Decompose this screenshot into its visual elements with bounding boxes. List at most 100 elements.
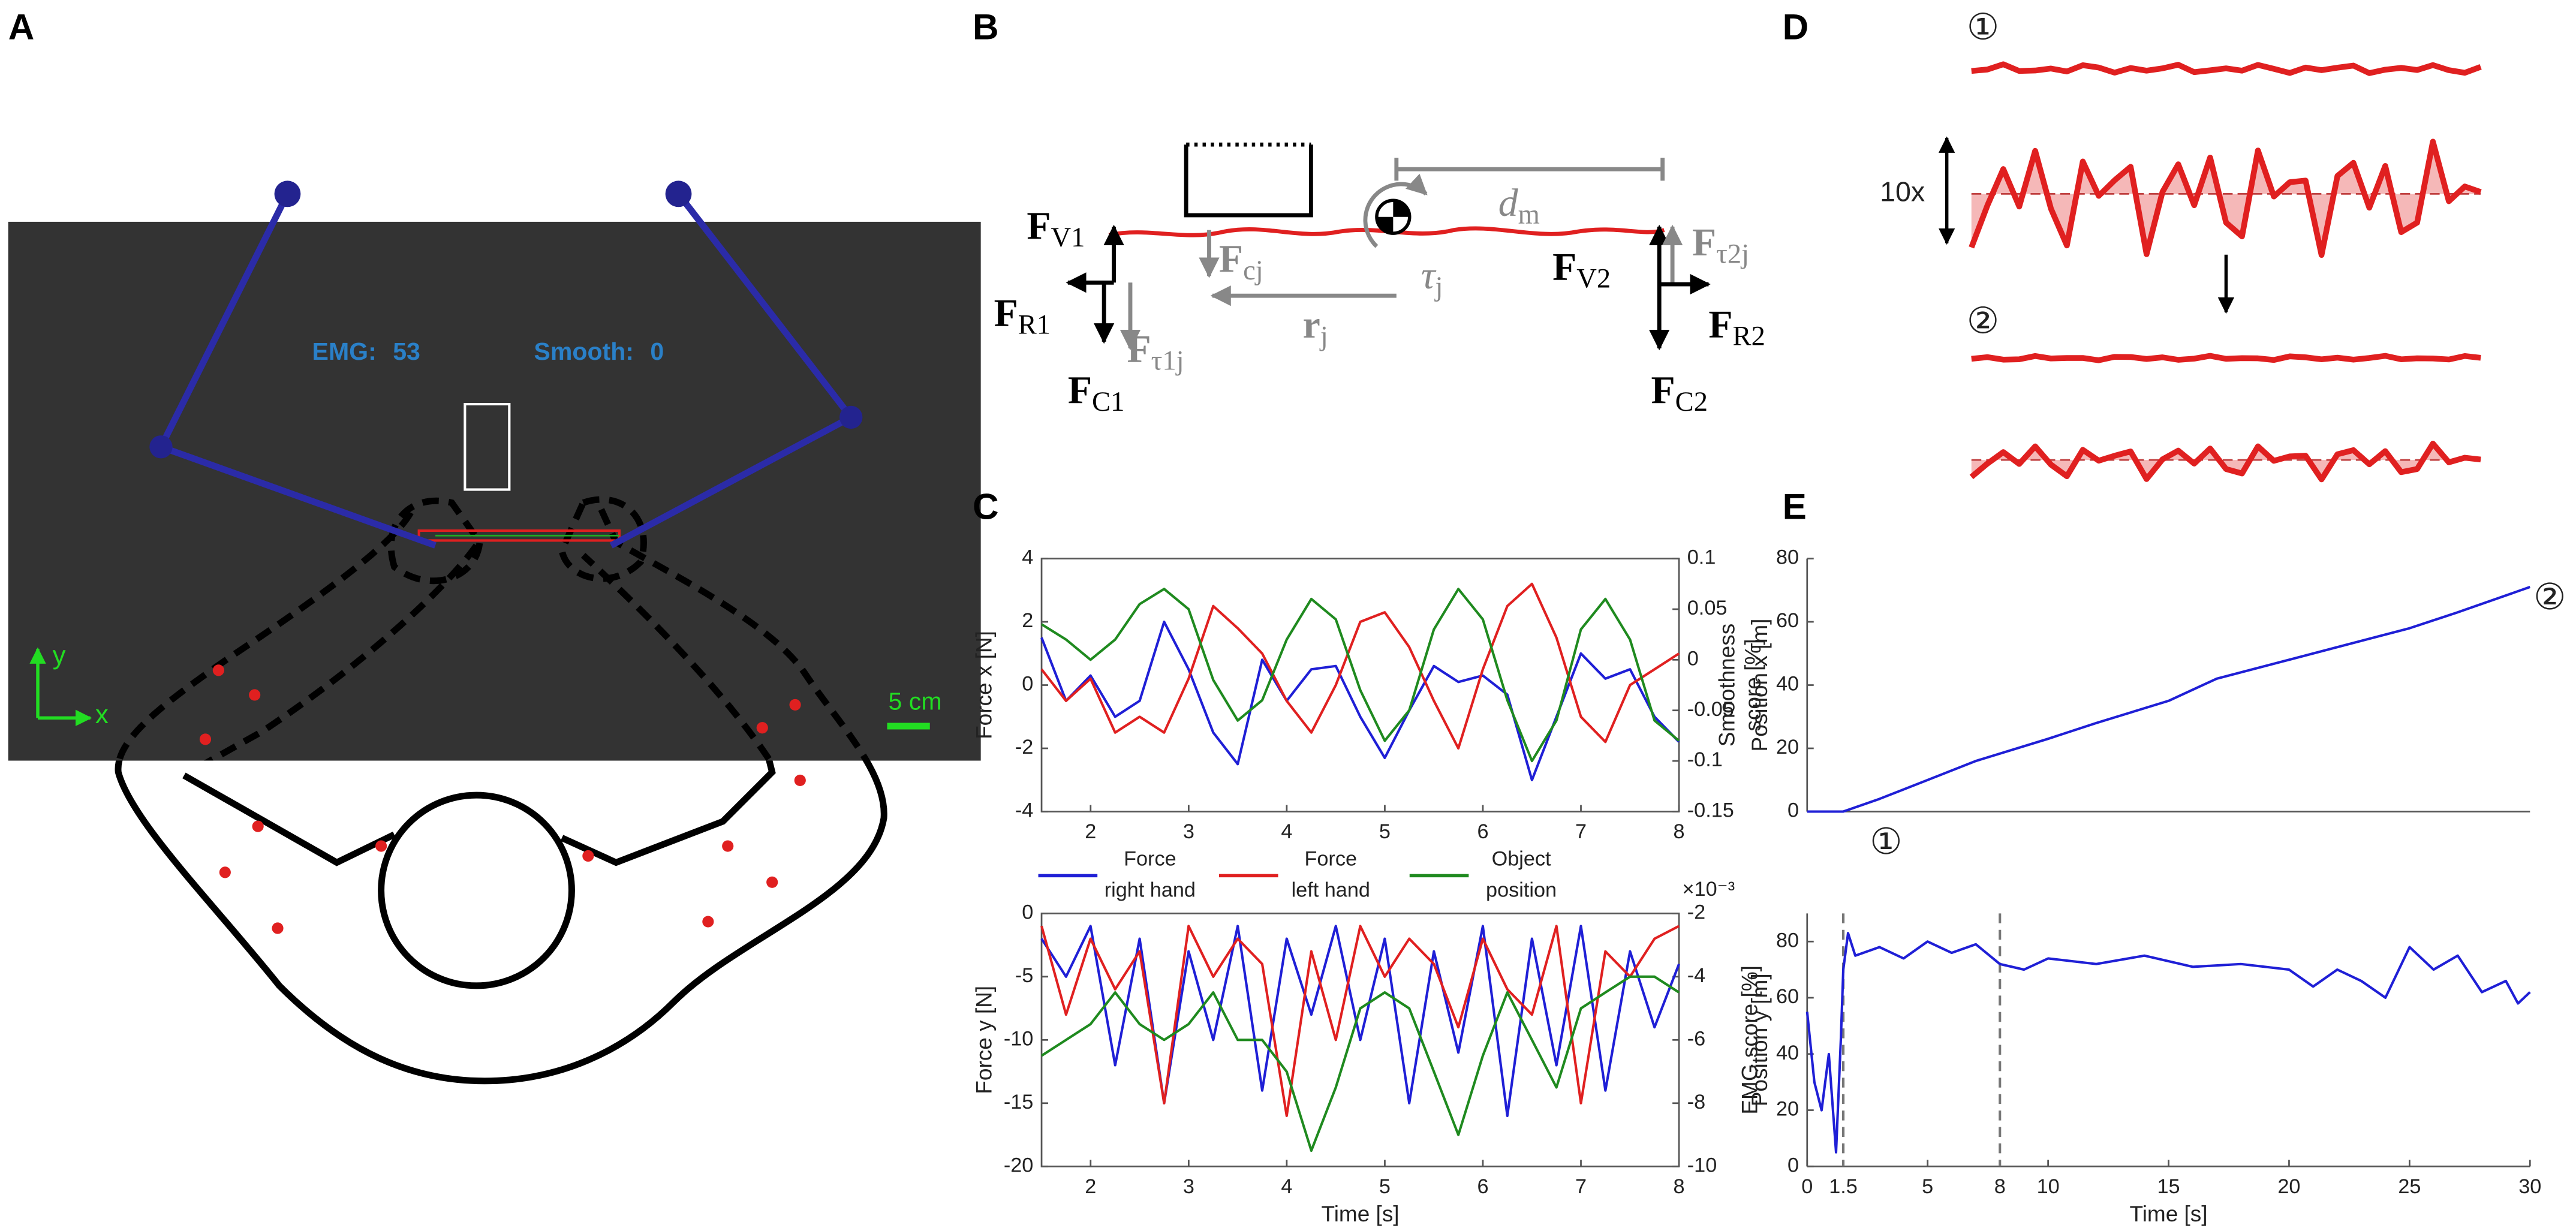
subscript: V1: [1051, 222, 1085, 253]
electrodes: [199, 664, 806, 934]
trace: [1971, 61, 2482, 76]
trace: [1969, 139, 2482, 258]
x-axis-label: Time [s]: [1322, 1202, 1400, 1226]
game-screen: [8, 221, 981, 761]
symbol: F: [1552, 245, 1576, 289]
y2-tick-label: -0.15: [1687, 799, 1734, 822]
y2-tick-label: 0: [1687, 647, 1699, 670]
force-label: FR1: [994, 291, 1051, 340]
panel-label: C: [973, 486, 999, 526]
x-tick-label: 3: [1183, 1175, 1194, 1198]
y-axis-label: Force y [N]: [972, 986, 997, 1094]
panel-label: D: [1783, 6, 1809, 47]
y2-axis-label: Position x [m]: [1747, 619, 1772, 752]
y-tick-label: 40: [1776, 673, 1799, 696]
y-tick-label: -10: [1004, 1027, 1033, 1050]
chart: -20 -15 -10 -5 0 -10 -8 -6 -4 -2 2 3 4 5 6 7 8 Time [s] Fo…: [972, 878, 1772, 1226]
y-tick-label: 80: [1776, 929, 1799, 952]
y2-tick-label: -6: [1687, 1027, 1705, 1050]
series-line: [1805, 932, 2531, 1154]
joints: [149, 180, 863, 459]
subscript: j: [1434, 272, 1443, 302]
subscript: C1: [1092, 387, 1124, 417]
symbol: F: [994, 291, 1018, 335]
y-tick-label: 0: [1787, 1154, 1799, 1176]
x-tick-label: 3: [1183, 820, 1194, 843]
panel-label: B: [973, 6, 999, 47]
subscript: C2: [1675, 387, 1708, 417]
scale-label: 5 cm: [889, 688, 942, 715]
y2-tick-label: -8: [1687, 1091, 1705, 1113]
y-tick-label: 0: [1787, 799, 1799, 822]
panel-a: EMG: 53 Smooth: 0 5 cm y x: [8, 180, 981, 1085]
subscript: cj: [1243, 255, 1263, 286]
trace: [1971, 353, 2481, 363]
series-line: [1040, 975, 1680, 1152]
symbol: F: [1219, 237, 1243, 281]
x-tick-label: 10: [2037, 1175, 2060, 1198]
y2-tick-label: -4: [1687, 964, 1705, 987]
emg-label: EMG:: [312, 338, 377, 365]
force-label: FV2: [1552, 245, 1611, 294]
subscript: τ2j: [1716, 239, 1749, 269]
force-label: FC2: [1651, 369, 1708, 417]
distance-dm: [1394, 158, 1665, 181]
symbol: d: [1498, 181, 1519, 225]
y-tick-label: -5: [1015, 964, 1033, 987]
y-tick-label: 80: [1776, 546, 1799, 569]
x-tick-label: 8: [1994, 1175, 2006, 1198]
y2-tick-label: 0.1: [1687, 546, 1716, 569]
x-tick-label: 7: [1575, 1175, 1587, 1198]
com-symbol: [1363, 173, 1428, 248]
panel-label: E: [1783, 486, 1807, 526]
force-label: FV1: [1027, 204, 1085, 253]
symbol: F: [1708, 303, 1732, 347]
chart: 0 20 40 60 80 Smoothness score [%] ① ②: [1714, 546, 2566, 862]
smooth-label: Smooth:: [534, 338, 634, 365]
subscript: j: [1319, 321, 1328, 351]
annotation: ①: [1870, 821, 1902, 862]
symbol: F: [1127, 327, 1151, 371]
y-tick-label: -20: [1004, 1154, 1033, 1176]
symbol: r: [1303, 303, 1320, 347]
chart: 0 20 40 60 80 0 1.5 5 8 10 15 20 25 30 Time [s] EMG sco…: [1737, 913, 2541, 1226]
axis-x-label: x: [95, 700, 109, 729]
symbol: F: [1068, 369, 1092, 413]
force-label: τj: [1421, 254, 1443, 302]
force-label: FR2: [1708, 303, 1765, 351]
y-tick-label: 60: [1776, 985, 1799, 1008]
subscript: τ1j: [1151, 345, 1184, 376]
plot-frame: [1040, 558, 1680, 812]
y-tick-label: 20: [1776, 736, 1799, 759]
emg-value: 53: [393, 338, 420, 365]
chart: -4 -2 0 2 4 -0.15 -0.1 -0.05 0 0.05 0.1 2 3 4 5 6 7 8 Forc…: [972, 546, 1772, 902]
x-tick-label: 8: [1674, 1175, 1685, 1198]
y2-tick-label: -2: [1687, 901, 1705, 923]
x-tick-label: 15: [2157, 1175, 2180, 1198]
symbol: τ: [1421, 254, 1437, 297]
x-tick-label: 5: [1379, 820, 1391, 843]
x-tick-label: 7: [1575, 820, 1587, 843]
subscript: V2: [1576, 263, 1611, 294]
panel-label: A: [8, 6, 35, 47]
box: [1184, 145, 1313, 218]
force-label: dm: [1498, 181, 1540, 230]
y2-tick-label: -0.1: [1687, 748, 1723, 771]
panel-d: ① 10x ②: [1880, 6, 2482, 483]
symbol: F: [1651, 369, 1675, 413]
subscript: m: [1518, 199, 1540, 230]
force-label: FC1: [1068, 369, 1125, 417]
legend-label: Force right hand: [1105, 847, 1196, 901]
y2-exponent: ×10⁻³: [1683, 878, 1735, 901]
y-tick-label: -15: [1004, 1091, 1033, 1113]
x-tick-label: 0: [1801, 1175, 1813, 1198]
y2-tick-label: 0.05: [1687, 597, 1728, 619]
x-tick-label: 25: [2398, 1175, 2421, 1198]
series-line: [1040, 588, 1680, 763]
smooth-value: 0: [650, 338, 664, 365]
x-tick-label: 6: [1477, 820, 1488, 843]
y2-tick-label: -0.05: [1687, 698, 1734, 721]
gain-label: 10x: [1880, 176, 1925, 207]
